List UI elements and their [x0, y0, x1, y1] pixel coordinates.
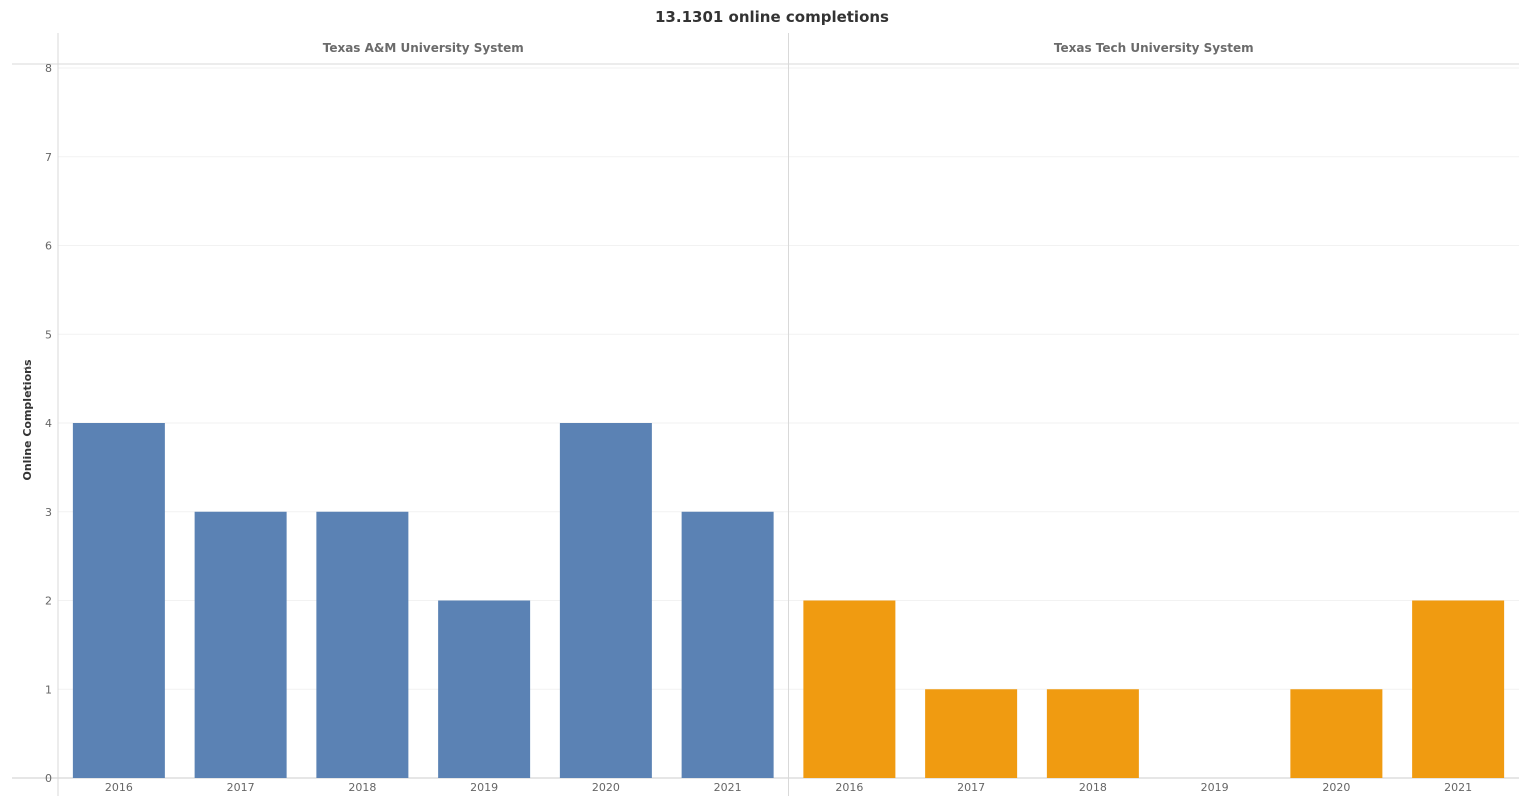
- bar[interactable]: [1290, 689, 1383, 778]
- x-tick-label: 2019: [470, 781, 498, 794]
- y-axis-label: Online Completions: [21, 359, 34, 480]
- x-tick-label: 2018: [1079, 781, 1107, 794]
- chart-title: 13.1301 online completions: [655, 8, 889, 26]
- panel-header: Texas Tech University System: [1054, 41, 1254, 55]
- panel-headers: Texas A&M University System Texas Tech Un…: [323, 41, 1254, 55]
- y-axis-label-group: Online Completions: [21, 359, 34, 480]
- bar[interactable]: [559, 423, 652, 778]
- y-tick-label: 2: [45, 595, 52, 608]
- x-tick-label: 2018: [348, 781, 376, 794]
- y-tick-label: 4: [45, 417, 52, 430]
- x-axis-ticks: 2016 2017 2018 2019 2020 2021 2016 2017 2018 2019…: [105, 781, 1472, 794]
- x-tick-label: 2020: [1322, 781, 1350, 794]
- x-tick-label: 2016: [105, 781, 133, 794]
- panel-header: Texas A&M University System: [323, 41, 524, 55]
- y-tick-label: 3: [45, 506, 52, 519]
- bars: [72, 423, 1505, 779]
- x-tick-label: 2016: [835, 781, 863, 794]
- x-tick-label: 2020: [592, 781, 620, 794]
- y-axis-ticks: 0 1 2 3 4 5 6 7 8: [45, 62, 52, 785]
- y-tick-label: 1: [45, 683, 52, 696]
- y-tick-label: 5: [45, 328, 52, 341]
- x-tick-label: 2017: [227, 781, 255, 794]
- bar[interactable]: [1412, 600, 1505, 779]
- y-tick-label: 6: [45, 240, 52, 253]
- bar[interactable]: [438, 600, 531, 779]
- bar[interactable]: [803, 600, 896, 779]
- y-tick-label: 0: [45, 772, 52, 785]
- y-tick-label: 8: [45, 62, 52, 75]
- x-tick-label: 2017: [957, 781, 985, 794]
- bar[interactable]: [1046, 689, 1139, 778]
- y-tick-label: 7: [45, 151, 52, 164]
- bar[interactable]: [316, 511, 409, 778]
- bar[interactable]: [194, 511, 287, 778]
- bar[interactable]: [72, 423, 165, 778]
- x-tick-label: 2021: [714, 781, 742, 794]
- sort-descending-icon[interactable]: ⇂: [23, 364, 34, 372]
- x-tick-label: 2019: [1201, 781, 1229, 794]
- x-tick-label: 2021: [1444, 781, 1472, 794]
- bar[interactable]: [925, 689, 1018, 778]
- bar[interactable]: [681, 511, 774, 778]
